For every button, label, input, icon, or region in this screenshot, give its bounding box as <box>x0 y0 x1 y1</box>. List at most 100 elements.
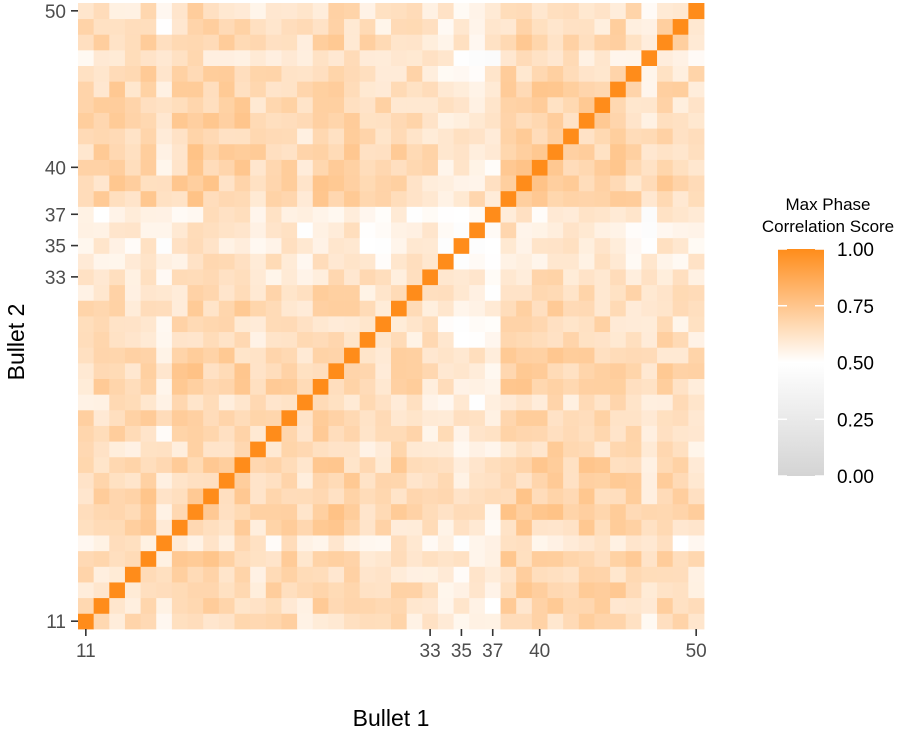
heatmap-cell <box>109 175 126 192</box>
heatmap-cell <box>124 222 141 239</box>
heatmap-cell <box>171 18 188 35</box>
heatmap-cell <box>344 206 361 223</box>
heatmap-cell <box>93 456 110 473</box>
heatmap-cell <box>469 65 486 82</box>
heatmap-cell <box>359 112 376 129</box>
heatmap-cell <box>328 128 345 145</box>
heatmap-cell <box>203 112 220 129</box>
heatmap-cell <box>391 441 408 458</box>
heatmap-cell <box>218 409 235 426</box>
heatmap-cell <box>375 175 392 192</box>
heatmap-cell <box>281 18 298 35</box>
heatmap-cell <box>203 425 220 442</box>
heatmap-cell <box>187 253 204 270</box>
heatmap-cell <box>312 362 329 379</box>
heatmap-cell <box>547 65 564 82</box>
heatmap-cell <box>156 425 173 442</box>
heatmap-cell <box>516 550 533 567</box>
heatmap-cell <box>594 425 611 442</box>
heatmap-cell <box>688 503 705 520</box>
heatmap-cell <box>171 535 188 552</box>
heatmap-cell <box>422 3 439 20</box>
heatmap-cell <box>156 206 173 223</box>
heatmap-cell <box>328 316 345 333</box>
x-tick-label: 35 <box>451 641 472 662</box>
heatmap-cell <box>109 441 126 458</box>
heatmap-cell <box>594 190 611 207</box>
heatmap-cell <box>140 34 157 51</box>
heatmap-cell <box>250 222 267 239</box>
heatmap-cell <box>563 237 580 254</box>
heatmap-cell <box>516 128 533 145</box>
heatmap-cell <box>78 112 95 129</box>
heatmap-cell <box>218 128 235 145</box>
heatmap-cell <box>657 253 674 270</box>
heatmap-cell <box>78 535 95 552</box>
heatmap-cell <box>422 425 439 442</box>
heatmap-cell <box>672 300 689 317</box>
heatmap-cell <box>610 300 627 317</box>
heatmap-cell <box>610 597 627 614</box>
heatmap-cell <box>203 128 220 145</box>
heatmap-cell <box>359 503 376 520</box>
heatmap-cell <box>547 456 564 473</box>
heatmap-cell <box>625 488 642 505</box>
heatmap-cell <box>140 143 157 160</box>
heatmap-cell <box>610 456 627 473</box>
heatmap-cell <box>187 331 204 348</box>
heatmap-cell <box>124 456 141 473</box>
heatmap-cell <box>281 128 298 145</box>
heatmap-cell <box>578 597 595 614</box>
heatmap-cell <box>641 316 658 333</box>
legend-label: 0.75 <box>837 297 874 318</box>
heatmap-cell <box>563 550 580 567</box>
heatmap-cell <box>500 347 517 364</box>
heatmap-cell <box>359 362 376 379</box>
y-tick-label: 40 <box>45 158 66 179</box>
heatmap-cell <box>625 81 642 98</box>
heatmap-cell <box>641 96 658 113</box>
heatmap-cell <box>672 190 689 207</box>
heatmap-cell <box>453 362 470 379</box>
heatmap-cell <box>516 378 533 395</box>
heatmap-cell <box>625 65 642 82</box>
heatmap-cell <box>672 566 689 583</box>
heatmap-cell <box>422 112 439 129</box>
heatmap-cell <box>594 362 611 379</box>
heatmap-cell <box>688 441 705 458</box>
heatmap-cell <box>469 159 486 176</box>
heatmap-cell <box>250 65 267 82</box>
heatmap-cell <box>500 503 517 520</box>
heatmap-cell <box>328 206 345 223</box>
heatmap-cell <box>688 112 705 129</box>
heatmap-cell <box>124 112 141 129</box>
heatmap-cell <box>265 206 282 223</box>
heatmap-cell <box>437 519 454 536</box>
heatmap-cell <box>422 284 439 301</box>
heatmap-cell <box>203 488 220 505</box>
heatmap-cell <box>375 81 392 98</box>
heatmap-cell <box>531 237 548 254</box>
heatmap-cell <box>234 566 251 583</box>
heatmap-cell <box>140 394 157 411</box>
heatmap-cell <box>171 472 188 489</box>
heatmap-cell <box>328 49 345 66</box>
heatmap-cell <box>422 331 439 348</box>
heatmap-cell <box>672 49 689 66</box>
heatmap-cell <box>297 3 314 20</box>
heatmap-cell <box>437 112 454 129</box>
heatmap-cell <box>375 409 392 426</box>
heatmap-cell <box>203 65 220 82</box>
legend-ticks: 1.000.750.500.250.00 <box>778 240 874 488</box>
heatmap-cell <box>265 65 282 82</box>
heatmap-cell <box>93 65 110 82</box>
heatmap-cell <box>531 18 548 35</box>
heatmap-cell <box>187 378 204 395</box>
heatmap-cell <box>297 472 314 489</box>
heatmap-cell <box>265 175 282 192</box>
heatmap-cell <box>344 112 361 129</box>
heatmap-cell <box>109 65 126 82</box>
heatmap-cell <box>140 488 157 505</box>
heatmap-cell <box>688 456 705 473</box>
heatmap-cell <box>78 159 95 176</box>
